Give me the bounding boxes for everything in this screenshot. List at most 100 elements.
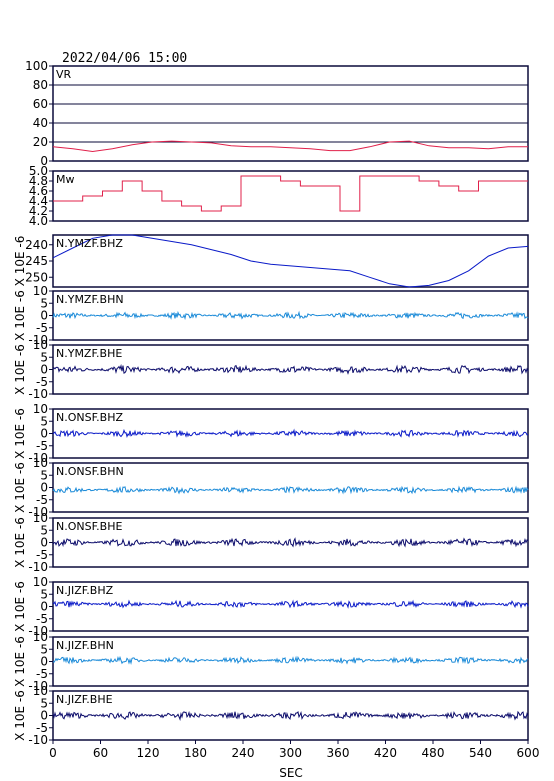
panel-frame bbox=[52, 234, 529, 288]
x-tick-label: 600 bbox=[517, 746, 540, 760]
y-tick-label: 0 bbox=[40, 536, 48, 550]
x-axis: 0 60 120 180 240 300 360 420 480 540 600 bbox=[49, 740, 539, 760]
y-tick-label: 5 bbox=[40, 696, 48, 710]
panel-label: VR bbox=[56, 68, 72, 81]
x-tick-label: 240 bbox=[232, 746, 255, 760]
y-tick-label: 0 bbox=[40, 481, 48, 495]
panel-mw: 5.04.84.64.44.24.0 Mw bbox=[29, 164, 529, 228]
y-tick-label: 4.6 bbox=[29, 184, 48, 198]
y-tick-label: 4.8 bbox=[29, 174, 48, 188]
y-tick-label: 10 bbox=[33, 456, 48, 470]
y-tick-label: 5.0 bbox=[29, 164, 48, 178]
y-tick-label: -10 bbox=[28, 333, 48, 347]
y-tick-label: 5 bbox=[40, 414, 48, 428]
y-tick-label: 0 bbox=[40, 600, 48, 614]
panel-frame bbox=[52, 290, 529, 341]
panel-frame bbox=[52, 170, 529, 222]
y-tick-label: -5 bbox=[36, 548, 48, 562]
y-tick-label: 10 bbox=[33, 575, 48, 589]
y-tick-label: 10 bbox=[33, 284, 48, 298]
series-line bbox=[52, 363, 529, 375]
y-tick-label: 10 bbox=[33, 338, 48, 352]
series-line bbox=[52, 140, 528, 153]
panel-label: N.JIZF.BHZ bbox=[56, 584, 114, 597]
y-tick-label: -5 bbox=[36, 667, 48, 681]
x-tick-label: 360 bbox=[327, 746, 350, 760]
panel-label: N.ONSF.BHZ bbox=[56, 411, 123, 424]
series-line bbox=[52, 485, 529, 495]
y-tick-label: 20 bbox=[33, 135, 48, 149]
x-tick-label: 540 bbox=[469, 746, 492, 760]
y-unit-label: X 10E -6 bbox=[13, 462, 27, 513]
series-line bbox=[52, 428, 529, 438]
y-tick-label: -10 bbox=[28, 679, 48, 693]
y-tick-label: -5 bbox=[36, 612, 48, 626]
x-tick-label: 480 bbox=[422, 746, 445, 760]
y-tick-label: -10 bbox=[28, 451, 48, 465]
series-line bbox=[53, 175, 528, 212]
y-tick-label: -5 bbox=[36, 439, 48, 453]
panel-label: N.JIZF.BHE bbox=[56, 693, 113, 706]
panel-label: N.JIZF.BHN bbox=[56, 639, 114, 652]
panel-label: N.YMZF.BHE bbox=[56, 347, 122, 360]
y-tick-label: 250 bbox=[25, 270, 48, 284]
panels: 100806040200VR5.04.84.64.44.24.0Mw240245… bbox=[13, 59, 529, 747]
y-unit-label: X 10E -6 bbox=[13, 581, 27, 632]
panel-label: N.YMZF.BHZ bbox=[56, 237, 123, 250]
x-axis-title: SEC bbox=[279, 766, 303, 780]
y-tick-label: 0 bbox=[40, 709, 48, 723]
y-tick-label: -10 bbox=[28, 505, 48, 519]
y-tick-label: 10 bbox=[33, 630, 48, 644]
y-tick-label: 245 bbox=[25, 254, 48, 268]
y-tick-label: -5 bbox=[36, 721, 48, 735]
y-unit-label: X 10E -6 bbox=[13, 344, 27, 395]
y-tick-label: 5 bbox=[40, 468, 48, 482]
y-tick-label: -5 bbox=[36, 321, 48, 335]
y-tick-label: 10 bbox=[33, 684, 48, 698]
series-line bbox=[52, 234, 529, 288]
y-tick-label: 240 bbox=[25, 238, 48, 252]
y-tick-label: -10 bbox=[28, 560, 48, 574]
y-tick-label: 4.4 bbox=[29, 194, 48, 208]
y-tick-label: 5 bbox=[40, 587, 48, 601]
panel-n-ymzf-bhz: 240 245 250 N.YMZF.BHZ X 10E -6 bbox=[13, 234, 529, 288]
y-tick-label: 80 bbox=[33, 78, 48, 92]
y-tick-label: 0 bbox=[40, 309, 48, 323]
y-unit-label: X 10E -6 bbox=[13, 408, 27, 459]
y-tick-label: 10 bbox=[33, 402, 48, 416]
series-line bbox=[52, 710, 529, 721]
panel-label: N.YMZF.BHN bbox=[56, 293, 124, 306]
y-tick-label: -5 bbox=[36, 493, 48, 507]
y-tick-label: 4.0 bbox=[29, 214, 48, 228]
y-tick-label: -10 bbox=[28, 624, 48, 638]
datetime-title: 2022/04/06 15:00 bbox=[62, 51, 187, 66]
panel-vr: 100 80 60 40 20 0 VR bbox=[25, 59, 529, 168]
y-tick-label: 0 bbox=[40, 154, 48, 168]
y-tick-label: -5 bbox=[36, 375, 48, 389]
x-tick-label: 420 bbox=[374, 746, 397, 760]
y-unit-label: X 10E -6 bbox=[13, 290, 27, 341]
panel-label: N.ONSF.BHE bbox=[56, 520, 122, 533]
y-unit-label: X 10E -6 bbox=[13, 517, 27, 568]
y-tick-label: 5 bbox=[40, 642, 48, 656]
y-tick-label: 60 bbox=[33, 97, 48, 111]
panel-label: N.ONSF.BHN bbox=[56, 465, 124, 478]
y-tick-label: 0 bbox=[40, 427, 48, 441]
y-tick-label: 100 bbox=[25, 59, 48, 73]
y-tick-label: 10 bbox=[33, 511, 48, 525]
x-tick-label: 120 bbox=[137, 746, 160, 760]
y-unit-label: X 10E -6 bbox=[13, 690, 27, 741]
y-tick-label: 5 bbox=[40, 350, 48, 364]
panel-frame bbox=[52, 65, 529, 162]
series-line bbox=[52, 537, 529, 548]
y-unit-label: X 10E -6 bbox=[13, 236, 27, 287]
